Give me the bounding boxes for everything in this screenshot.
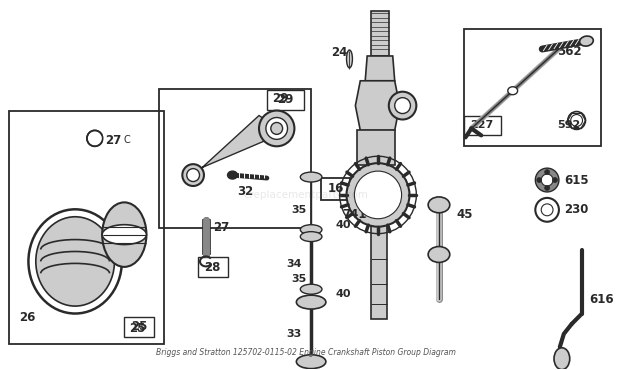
Ellipse shape: [266, 118, 288, 139]
Ellipse shape: [300, 225, 322, 235]
Text: 34: 34: [286, 259, 302, 269]
Circle shape: [541, 174, 553, 186]
Ellipse shape: [187, 169, 200, 182]
Text: 616: 616: [590, 293, 614, 306]
Ellipse shape: [182, 164, 204, 186]
Text: 25: 25: [131, 320, 147, 333]
Text: 592: 592: [557, 121, 580, 131]
Text: 29: 29: [272, 92, 288, 105]
Polygon shape: [357, 130, 395, 165]
Text: 35: 35: [291, 274, 307, 284]
Text: Briggs and Stratton 125702-0115-02 Engine Crankshaft Piston Group Diagram: Briggs and Stratton 125702-0115-02 Engin…: [156, 348, 456, 357]
Circle shape: [544, 169, 549, 175]
Text: C: C: [123, 135, 130, 145]
Text: 33: 33: [286, 329, 302, 339]
Text: ereplacementparts.com: ereplacementparts.com: [244, 190, 369, 200]
Circle shape: [347, 163, 409, 227]
Polygon shape: [185, 115, 285, 183]
Bar: [321, 178, 350, 200]
Text: 230: 230: [564, 203, 588, 216]
Text: 25: 25: [129, 322, 146, 336]
Bar: [464, 115, 501, 135]
Circle shape: [552, 178, 557, 182]
Text: 24: 24: [331, 47, 347, 60]
Text: 26: 26: [19, 310, 35, 323]
Ellipse shape: [228, 171, 237, 179]
Text: 45: 45: [457, 208, 473, 221]
Ellipse shape: [296, 295, 326, 309]
Bar: [267, 90, 304, 110]
Ellipse shape: [300, 284, 322, 294]
Bar: [371, 225, 387, 319]
Ellipse shape: [300, 232, 322, 242]
Ellipse shape: [102, 202, 146, 267]
Polygon shape: [365, 56, 395, 81]
Ellipse shape: [300, 172, 322, 182]
Text: 615: 615: [564, 174, 588, 186]
Text: 40: 40: [335, 289, 351, 299]
Bar: [464, 29, 601, 146]
Ellipse shape: [554, 348, 570, 370]
Bar: [203, 220, 210, 255]
Bar: [9, 111, 164, 344]
Ellipse shape: [259, 111, 294, 146]
Ellipse shape: [508, 87, 518, 95]
Ellipse shape: [428, 246, 450, 262]
Ellipse shape: [389, 92, 417, 120]
Ellipse shape: [580, 36, 593, 46]
Circle shape: [271, 122, 283, 134]
Bar: [198, 258, 228, 277]
Text: 29: 29: [277, 93, 294, 106]
Text: 27: 27: [105, 134, 121, 147]
Text: 741: 741: [343, 208, 367, 221]
Text: 16: 16: [327, 182, 344, 195]
Ellipse shape: [102, 225, 146, 245]
Circle shape: [355, 171, 402, 219]
Ellipse shape: [36, 217, 115, 306]
Text: 40: 40: [335, 220, 351, 230]
Text: 35: 35: [291, 205, 307, 215]
Circle shape: [535, 168, 559, 192]
Bar: [124, 317, 154, 337]
Ellipse shape: [395, 98, 410, 114]
Text: 27: 27: [213, 221, 229, 234]
Ellipse shape: [428, 197, 450, 213]
Circle shape: [537, 178, 542, 182]
Text: 562: 562: [557, 44, 582, 57]
Polygon shape: [355, 81, 400, 130]
Text: 227: 227: [471, 121, 494, 131]
Ellipse shape: [296, 355, 326, 369]
Circle shape: [544, 185, 549, 191]
Text: 28: 28: [205, 261, 221, 274]
Ellipse shape: [347, 50, 352, 68]
Text: 32: 32: [237, 185, 254, 198]
Bar: [159, 89, 311, 228]
Bar: [371, 11, 389, 56]
